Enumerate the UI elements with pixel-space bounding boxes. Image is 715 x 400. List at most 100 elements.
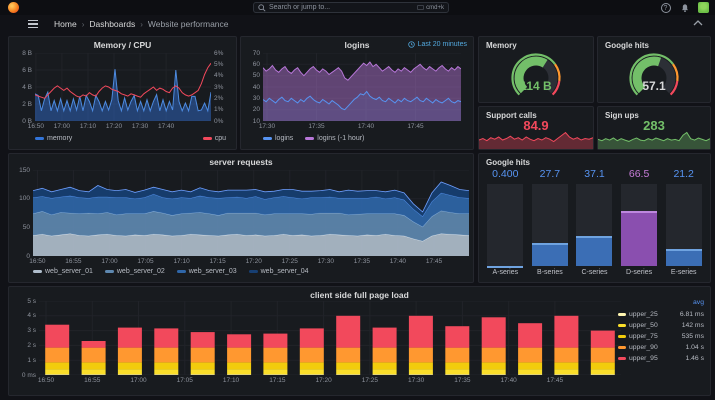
axis-tick: 1 s [27,356,36,364]
panel-title[interactable]: server requests [209,157,273,167]
panel-title[interactable]: Sign ups [605,111,639,120]
google-hits-gauge[interactable] [598,47,710,102]
memory-gauge[interactable] [479,47,593,102]
panel-title[interactable]: logins [344,40,370,50]
axis-tick: 17:20 [315,377,332,384]
bar-gauge-bar[interactable] [531,184,568,266]
axis-tick: 0 ms [21,371,36,379]
grafana-logo-icon[interactable] [8,2,19,13]
bar-gauge-bar[interactable] [487,184,524,268]
axis-tick: 60 [252,60,260,68]
time-range-button[interactable]: Last 20 minutes [407,41,467,48]
bar-gauge-value: 37.1 [584,168,605,180]
legend-swatch [263,137,272,140]
axis-tick: 17:30 [317,258,334,265]
legend-item[interactable]: logins [263,135,293,142]
bar-gauge-fill [576,235,613,266]
bar-gauge-cap [665,248,702,251]
panel-google-hits-bars: Google hits 0.400 A-series 27.7 B-series 37.… [478,153,711,283]
legend-label: web_server_01 [45,268,93,275]
legend-label: web_server_04 [260,268,309,275]
axis-tick: 20 [252,106,260,114]
legend-item[interactable]: upper_95 1.46 s [618,353,704,364]
menu-icon[interactable] [28,19,38,29]
legend-item[interactable]: upper_75 535 ms [618,331,704,342]
bar-gauge-bar[interactable] [621,184,658,266]
memory-cpu-chart[interactable] [35,53,211,121]
legend-avg-header: avg [693,299,704,306]
legend-swatch [618,324,626,327]
legend-item[interactable]: cpu [202,135,226,142]
search-icon [258,3,266,12]
breadcrumb-item[interactable]: Home [54,19,77,29]
panel-memory-cpu: Memory / CPU 8 B 6 B 4 B 2 B 0 B 6% 5% 4% 3% 2% 1%… [8,36,237,150]
legend: memory [35,135,72,142]
legend-avg-value: 535 ms [681,333,704,340]
sign-ups-sparkline[interactable] [598,130,710,149]
axis-tick: 17:00 [130,377,147,384]
chevron-up-icon[interactable] [693,20,703,26]
axis-tick: 5 s [27,297,36,305]
page-load-chart[interactable] [39,301,621,375]
clock-icon [407,41,415,48]
bar-gauge-column: 66.5 D-series [617,168,662,278]
bar-gauge-cap [621,211,658,214]
bar-gauge: 0.400 A-series 27.7 B-series 37.1 C-series 66.… [483,168,706,278]
legend-label: logins (-1 hour) [317,135,365,142]
panel-title[interactable]: Memory [486,41,517,50]
legend-item[interactable]: upper_90 1.04 s [618,342,704,353]
logins-chart[interactable] [263,53,461,121]
user-avatar[interactable] [698,2,709,13]
panel-title[interactable]: client side full page load [310,290,409,300]
axis-tick: 4 s [27,312,36,320]
axis-tick: 2% [214,94,224,102]
support-calls-sparkline[interactable] [479,130,593,149]
panel-title[interactable]: Memory / CPU [93,40,152,50]
server-requests-chart[interactable] [33,170,469,256]
bar-gauge-value: 66.5 [628,168,650,180]
legend-item[interactable]: web_server_03 [176,268,237,275]
panel-title[interactable]: Google hits [486,158,530,167]
legend-item[interactable]: web_server_02 [104,268,165,275]
legend-swatch [618,335,626,338]
legend-swatch [248,270,258,273]
bell-icon[interactable] [679,2,690,13]
legend-swatch [35,137,44,140]
stat-value: 283 [643,118,665,133]
gauge-value: 114 B [520,79,552,93]
legend-item[interactable]: web_server_04 [248,268,309,275]
help-icon[interactable]: ? [660,2,671,13]
legend-item[interactable]: memory [35,135,72,142]
bar-gauge-bar[interactable] [576,184,613,266]
axis-tick: 5% [214,60,224,68]
legend-item[interactable]: upper_25 6.81 ms [618,309,704,320]
legend: web_server_01 web_server_02 web_server_03 w… [33,268,309,275]
legend-item[interactable]: logins (-1 hour) [305,135,364,142]
panel-title[interactable]: Support calls [486,111,537,120]
legend-swatch [176,270,186,273]
search-input[interactable]: Search or jump to... cmd+k [253,2,449,13]
legend-label: upper_95 [629,355,658,362]
axis-tick: 17:40 [389,258,407,265]
panel-title[interactable]: Google hits [605,41,649,50]
bar-gauge-label: B-series [537,269,563,276]
axis-tick: 3 s [27,327,36,335]
axis-tick: 16:55 [65,258,82,265]
bar-gauge-cap [531,243,568,246]
breadcrumb-separator: › [140,19,143,29]
legend-item[interactable]: web_server_01 [33,268,93,275]
axis-tick: 17:25 [361,377,378,384]
legend-item[interactable]: upper_50 142 ms [618,320,704,331]
axis-tick: 100 [19,195,30,203]
bar-gauge-bar[interactable] [665,184,702,266]
axis-tick: 16:50 [37,377,55,384]
axis-tick: 150 [19,166,30,174]
legend: cpu [202,135,226,142]
axis-tick: 17:05 [137,258,154,265]
axis-tick: 50 [252,72,260,80]
axis-tick: 17:00 [53,123,71,130]
axis-tick: 2 s [27,341,36,349]
axis-tick: 3% [214,83,224,91]
breadcrumb-item[interactable]: Dashboards [89,19,136,29]
axis-tick: 17:45 [425,258,443,265]
